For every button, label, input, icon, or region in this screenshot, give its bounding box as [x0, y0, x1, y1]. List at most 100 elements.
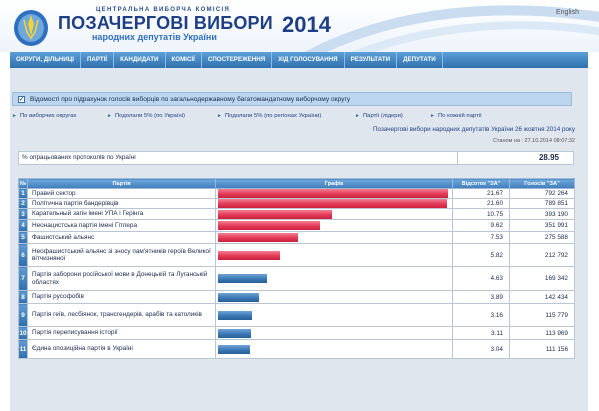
result-bar: [218, 292, 259, 302]
party-name-link[interactable]: Єдина опозиційна партія в Україні: [27, 339, 216, 359]
graph-cell: [215, 266, 453, 291]
graph-cell: [215, 303, 453, 327]
percent-value: 4.63: [452, 266, 510, 291]
results-table-body: 1 Правий сектор 21.67 792 264 2 Політична пар…: [18, 188, 575, 359]
percent-value: 3.89: [452, 290, 510, 304]
party-name-link[interactable]: Правий сектор: [27, 188, 216, 199]
row-number: 10: [18, 326, 28, 340]
chevron-right-icon: ►: [12, 113, 17, 119]
checkbox-icon: ✓: [18, 95, 25, 103]
row-number: 4: [18, 219, 28, 232]
row-number: 11: [18, 339, 28, 359]
info-bar-text: Відомості про підрахунок голосів виборці…: [30, 95, 351, 103]
subtab-label: Партії (лідери): [362, 113, 403, 119]
percent-value: 21.67: [452, 188, 510, 199]
party-name-link[interactable]: Партія заборони російської мови в Донець…: [27, 266, 216, 291]
votes-value: 115 779: [509, 303, 575, 327]
result-bar: [218, 199, 447, 208]
column-header-party: Партія: [27, 178, 216, 189]
table-row: 10 Партія переписування історії 3.11 113 96…: [18, 326, 575, 340]
table-row: 4 Неонацистська партія імені Гітлера 9.62 3…: [18, 219, 575, 232]
result-bar: [218, 221, 320, 230]
nav-item-observation[interactable]: СПОСТЕРЕЖЕННЯ: [202, 52, 273, 68]
commission-name: ЦЕНТРАЛЬНА ВИБОРЧА КОМІСІЯ: [96, 7, 231, 13]
nav-item-candidates[interactable]: КАНДИДАТИ: [114, 52, 166, 68]
english-language-link[interactable]: English: [556, 9, 579, 16]
percent-value: 10.75: [452, 208, 510, 220]
election-year: 2014: [282, 12, 331, 37]
nav-item-results[interactable]: РЕЗУЛЬТАТИ: [345, 52, 398, 68]
nav-item-deputies[interactable]: ДЕПУТАТИ: [397, 52, 443, 68]
column-header-votes: Голосів "ЗА": [509, 178, 575, 189]
result-bar: [218, 233, 298, 242]
votes-value: 169 342: [509, 266, 575, 291]
percent-value: 3.16: [452, 303, 510, 327]
row-number: 5: [18, 231, 28, 244]
subtab-parties-leaders[interactable]: ► Партії (лідери): [355, 113, 430, 119]
table-row: 2 Політична партія бандерівців 21.60 789 85…: [18, 198, 575, 209]
subtab-label: По кожній партії: [437, 113, 482, 119]
nav-item-voting-progress[interactable]: ХІД ГОЛОСУВАННЯ: [272, 52, 345, 68]
graph-cell: [215, 198, 453, 209]
votes-value: 789 851: [509, 198, 575, 209]
percent-value: 7.53: [452, 231, 510, 244]
column-header-number: №: [18, 178, 28, 189]
percent-value: 5.82: [452, 243, 510, 267]
chevron-right-icon: ►: [355, 113, 360, 119]
votes-value: 212 792: [509, 243, 575, 267]
row-number: 2: [18, 198, 28, 209]
table-row: 3 Карательный загін імені УПА і Герінга 10…: [18, 208, 575, 220]
party-name-link[interactable]: Політична партія бандерівців: [27, 198, 216, 209]
votes-value: 142 434: [509, 290, 575, 304]
party-name-link[interactable]: Неофашистський альянс зі зносу пам'ятник…: [27, 243, 216, 267]
subtab-label: Подолали 5% (по Україні): [114, 113, 185, 119]
party-name-link[interactable]: Фашистський альянс: [27, 231, 216, 244]
graph-cell: [215, 339, 453, 359]
cvk-emblem-icon: [14, 10, 48, 46]
party-name-link[interactable]: Партія переписування історії: [27, 326, 216, 340]
nav-item-parties[interactable]: ПАРТІЇ: [81, 52, 115, 68]
row-number: 1: [18, 188, 28, 199]
result-bar: [218, 344, 250, 354]
graph-cell: [215, 243, 453, 267]
header-swoosh-decoration: [304, 5, 599, 52]
table-header-row: № Партія Графік Відсоток "ЗА" Голосів "З…: [18, 178, 575, 189]
results-subtabs: ► По виборчих округах ► Подолали 5% (по …: [12, 110, 576, 122]
table-row: 8 Партія русофобів 3.89 142 434: [18, 290, 575, 304]
page-title: ПОЗАЧЕРГОВІ ВИБОРИ: [58, 13, 273, 33]
subtab-each-party[interactable]: ► По кожній партії: [430, 113, 510, 119]
nav-item-districts[interactable]: ОКРУГИ, ДІЛЬНИЦІ: [10, 52, 81, 68]
party-name-link[interactable]: Неонацистська партія імені Гітлера: [27, 219, 216, 232]
election-title: Позачергові вибори народних депутатів Ук…: [373, 126, 575, 133]
processed-protocols-row: % опрацьованих протоколів по Україні 28.…: [18, 151, 574, 165]
party-name-link[interactable]: Карательный загін імені УПА і Герінга: [27, 208, 216, 220]
subtab-passed-5-regions[interactable]: ► Подолали 5% (по регіонах України): [217, 113, 355, 119]
result-bar: [218, 310, 252, 320]
subtab-passed-5-ukraine[interactable]: ► Подолали 5% (по Україні): [107, 113, 217, 119]
row-number: 3: [18, 208, 28, 220]
row-number: 9: [18, 303, 28, 327]
party-name-link[interactable]: Партія геїв, лесбіянок, трансгендерів, а…: [27, 303, 216, 327]
percent-value: 9.62: [452, 219, 510, 232]
chevron-right-icon: ►: [430, 113, 435, 119]
percent-value: 21.60: [452, 198, 510, 209]
row-number: 8: [18, 290, 28, 304]
row-number: 7: [18, 266, 28, 291]
percent-value: 3.11: [452, 326, 510, 340]
table-row: 11 Єдина опозиційна партія в Україні 3.04 1…: [18, 339, 575, 359]
table-row: 9 Партія геїв, лесбіянок, трансгендерів, …: [18, 303, 575, 327]
party-name-link[interactable]: Партія русофобів: [27, 290, 216, 304]
votes-value: 393 190: [509, 208, 575, 220]
graph-cell: [215, 219, 453, 232]
graph-cell: [215, 326, 453, 340]
nav-item-commissions[interactable]: КОМІСІЇ: [166, 52, 202, 68]
votes-value: 351 991: [509, 219, 575, 232]
table-row: 1 Правий сектор 21.67 792 264: [18, 188, 575, 199]
info-bar: ✓ Відомості про підрахунок голосів вибор…: [12, 92, 572, 106]
chevron-right-icon: ►: [217, 113, 222, 119]
table-row: 5 Фашистський альянс 7.53 275 588: [18, 231, 575, 244]
results-table: № Партія Графік Відсоток "ЗА" Голосів "З…: [18, 178, 575, 359]
votes-value: 113 969: [509, 326, 575, 340]
votes-value: 792 264: [509, 188, 575, 199]
subtab-by-districts[interactable]: ► По виборчих округах: [12, 113, 107, 119]
